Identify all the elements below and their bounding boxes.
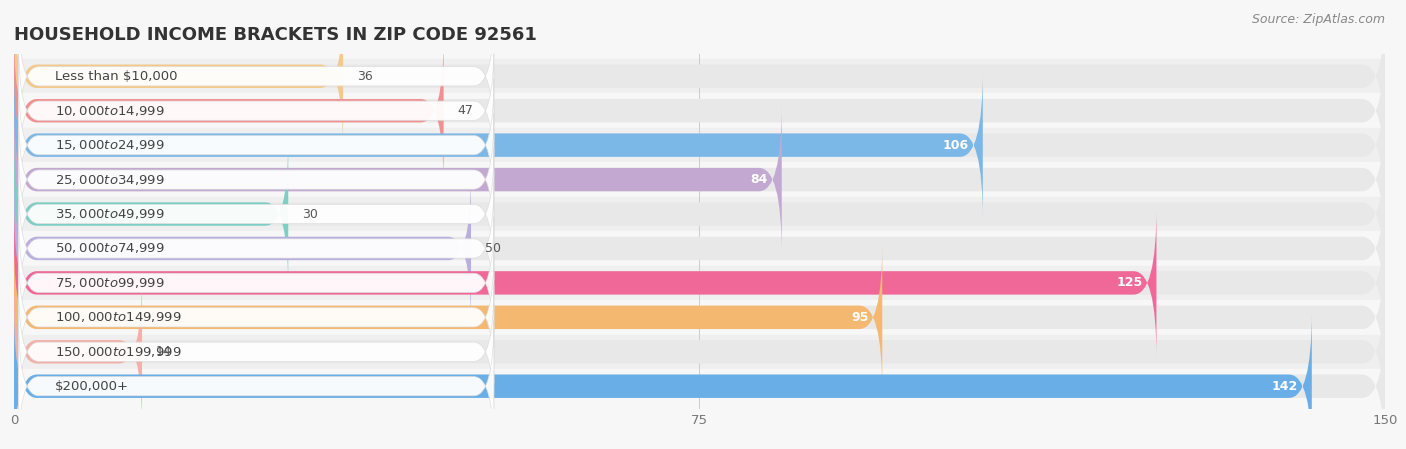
Text: $200,000+: $200,000+ [55,380,129,393]
Text: $25,000 to $34,999: $25,000 to $34,999 [55,172,165,187]
FancyBboxPatch shape [14,277,142,426]
Bar [14,266,1385,300]
FancyBboxPatch shape [14,312,1312,449]
Text: $100,000 to $149,999: $100,000 to $149,999 [55,310,181,324]
Bar [14,128,1385,163]
FancyBboxPatch shape [18,286,494,418]
FancyBboxPatch shape [18,44,494,177]
Text: 84: 84 [751,173,768,186]
FancyBboxPatch shape [14,105,1385,254]
Text: $50,000 to $74,999: $50,000 to $74,999 [55,242,165,255]
Text: $10,000 to $14,999: $10,000 to $14,999 [55,104,165,118]
Text: $15,000 to $24,999: $15,000 to $24,999 [55,138,165,152]
Text: 106: 106 [943,139,969,152]
FancyBboxPatch shape [14,36,1385,185]
Text: 125: 125 [1116,277,1143,290]
FancyBboxPatch shape [14,243,883,392]
Text: Source: ZipAtlas.com: Source: ZipAtlas.com [1251,13,1385,26]
Bar [14,369,1385,403]
Text: 36: 36 [357,70,373,83]
FancyBboxPatch shape [14,71,983,220]
FancyBboxPatch shape [18,182,494,315]
Text: 47: 47 [457,104,474,117]
Text: $150,000 to $199,999: $150,000 to $199,999 [55,345,181,359]
Text: $75,000 to $99,999: $75,000 to $99,999 [55,276,165,290]
FancyBboxPatch shape [14,105,782,254]
Bar [14,163,1385,197]
Bar [14,93,1385,128]
FancyBboxPatch shape [14,174,1385,323]
FancyBboxPatch shape [18,217,494,349]
Bar [14,300,1385,335]
FancyBboxPatch shape [14,243,1385,392]
FancyBboxPatch shape [18,251,494,383]
FancyBboxPatch shape [14,71,1385,220]
FancyBboxPatch shape [18,320,494,449]
FancyBboxPatch shape [18,114,494,246]
FancyBboxPatch shape [14,174,471,323]
FancyBboxPatch shape [14,140,288,288]
Text: 50: 50 [485,242,501,255]
FancyBboxPatch shape [14,2,343,151]
FancyBboxPatch shape [14,208,1385,357]
Text: 95: 95 [851,311,869,324]
Text: $35,000 to $49,999: $35,000 to $49,999 [55,207,165,221]
FancyBboxPatch shape [18,148,494,280]
FancyBboxPatch shape [14,140,1385,288]
FancyBboxPatch shape [18,79,494,211]
Text: 30: 30 [302,207,318,220]
Text: 14: 14 [156,345,172,358]
Bar [14,59,1385,93]
Text: 142: 142 [1272,380,1298,393]
FancyBboxPatch shape [14,277,1385,426]
Bar [14,231,1385,266]
FancyBboxPatch shape [14,2,1385,151]
FancyBboxPatch shape [14,208,1157,357]
FancyBboxPatch shape [18,10,494,142]
FancyBboxPatch shape [14,312,1385,449]
Bar [14,197,1385,231]
FancyBboxPatch shape [14,36,444,185]
Text: HOUSEHOLD INCOME BRACKETS IN ZIP CODE 92561: HOUSEHOLD INCOME BRACKETS IN ZIP CODE 92… [14,26,537,44]
Bar [14,335,1385,369]
Text: Less than $10,000: Less than $10,000 [55,70,177,83]
